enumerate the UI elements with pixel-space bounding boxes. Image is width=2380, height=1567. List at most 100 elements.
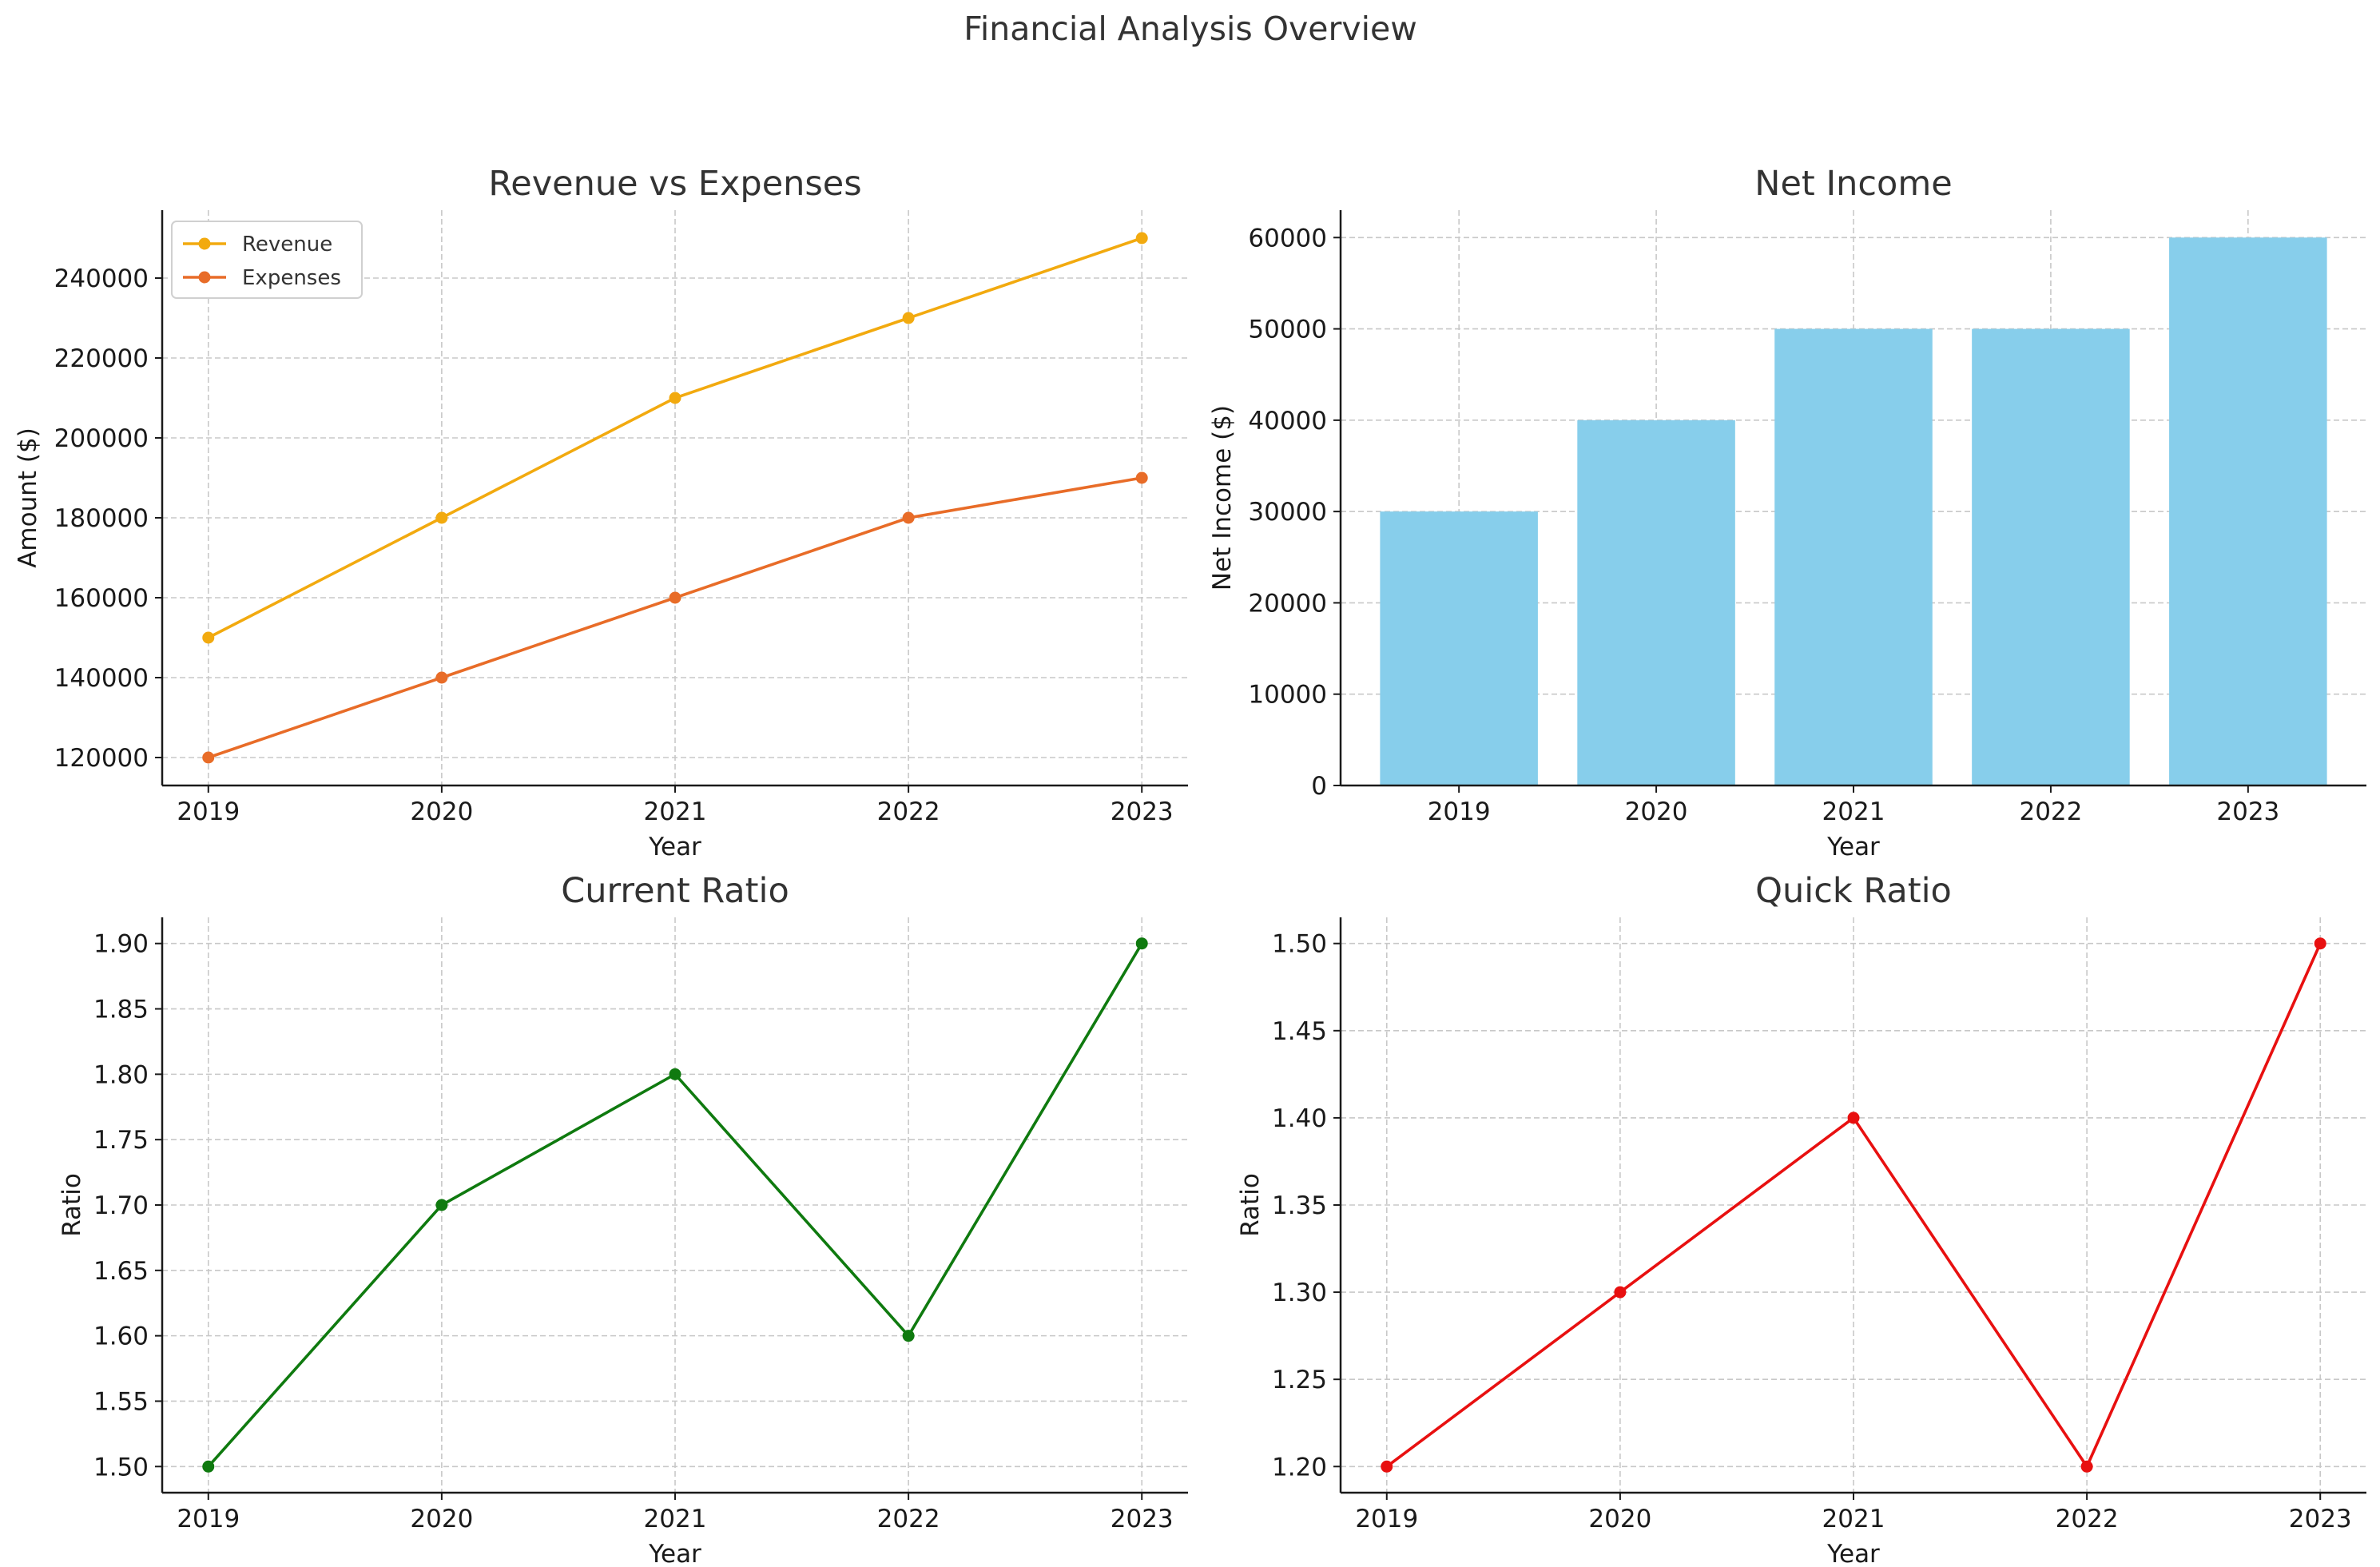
quick-ratio-xtick-label: 2019 <box>1355 1505 1418 1533</box>
net-income-xlabel: Year <box>1826 833 1880 861</box>
quick-ratio-ytick-label: 1.45 <box>1272 1017 1327 1046</box>
current-ratio-panel: 1.50 1.55 1.60 1.65 1.70 1.75 1.80 1.85 1.90 2019… <box>58 871 1188 1567</box>
quick-ratio-xtick-label: 2022 <box>2056 1505 2119 1533</box>
revenue-vs-expenses-xlabel: Year <box>648 833 701 861</box>
net-income-ylabel: Net Income ($) <box>1208 405 1237 591</box>
current-ratio-ylabel: Ratio <box>58 1173 86 1237</box>
revenue-vs-expenses-legend-label: Revenue <box>242 233 332 257</box>
current-ratio-xtick-label: 2019 <box>177 1505 240 1533</box>
quick-ratio-ytick-label: 1.25 <box>1272 1366 1327 1394</box>
revenue-vs-expenses-point-0-2020 <box>435 511 448 524</box>
current-ratio-ytick-label: 1.90 <box>93 930 149 959</box>
quick-ratio-xtick-label: 2020 <box>1588 1505 1651 1533</box>
current-ratio-point-0-2021 <box>669 1068 681 1080</box>
current-ratio-ytick-label: 1.70 <box>93 1191 149 1220</box>
net-income-ytick-label: 20000 <box>1248 589 1327 618</box>
current-ratio-ytick-label: 1.60 <box>93 1322 149 1351</box>
quick-ratio-point-0-2019 <box>1381 1460 1393 1473</box>
net-income-xtick-label: 2020 <box>1625 797 1688 826</box>
revenue-vs-expenses-point-0-2019 <box>202 631 215 644</box>
net-income-ytick-label: 50000 <box>1248 316 1327 344</box>
current-ratio-xtick-label: 2021 <box>644 1505 707 1533</box>
quick-ratio-point-0-2020 <box>1614 1286 1627 1299</box>
revenue-vs-expenses-legend-swatch-marker-1 <box>198 271 211 284</box>
net-income-ytick-label: 0 <box>1311 772 1327 801</box>
revenue-vs-expenses-xtick-label: 2021 <box>644 797 707 826</box>
revenue-vs-expenses-point-1-2019 <box>202 751 215 764</box>
current-ratio-ytick-label: 1.55 <box>93 1387 149 1416</box>
current-ratio-xtick-label: 2020 <box>410 1505 473 1533</box>
revenue-vs-expenses-point-1-2022 <box>902 511 915 524</box>
revenue-vs-expenses-xtick-label: 2023 <box>1111 797 1174 826</box>
quick-ratio-point-0-2023 <box>2314 937 2326 950</box>
net-income-xtick-label: 2022 <box>2019 797 2082 826</box>
revenue-vs-expenses-ylabel: Amount ($) <box>14 428 42 568</box>
net-income-xtick-label: 2021 <box>1822 797 1885 826</box>
quick-ratio-title: Quick Ratio <box>1755 871 1952 911</box>
chart-panels: 1200001400001600001800002000002200002400… <box>14 164 2366 1567</box>
revenue-vs-expenses-point-1-2020 <box>435 671 448 684</box>
net-income-ytick-label: 40000 <box>1248 407 1327 435</box>
net-income-ytick-label: 10000 <box>1248 681 1327 710</box>
revenue-vs-expenses-point-0-2023 <box>1135 232 1148 245</box>
quick-ratio-ytick-label: 1.30 <box>1272 1279 1327 1307</box>
current-ratio-title: Current Ratio <box>561 871 789 911</box>
quick-ratio-xtick-label: 2021 <box>1822 1505 1885 1533</box>
revenue-vs-expenses-ytick-label: 180000 <box>54 504 149 533</box>
revenue-vs-expenses-point-0-2022 <box>902 312 915 324</box>
current-ratio-ytick-label: 1.50 <box>93 1453 149 1481</box>
quick-ratio-ytick-label: 1.35 <box>1272 1191 1327 1220</box>
net-income-xtick-label: 2023 <box>2216 797 2279 826</box>
current-ratio-ytick-label: 1.80 <box>93 1060 149 1089</box>
revenue-vs-expenses-ytick-label: 160000 <box>54 584 149 613</box>
quick-ratio-ytick-label: 1.40 <box>1272 1104 1327 1133</box>
quick-ratio-ytick-label: 1.50 <box>1272 930 1327 959</box>
net-income-ytick-label: 30000 <box>1248 498 1327 527</box>
revenue-vs-expenses-ytick-label: 220000 <box>54 344 149 373</box>
net-income-bar-2019 <box>1380 511 1538 785</box>
net-income-panel: 0 10000 20000 30000 40000 50000 60000 2019 2020 2… <box>1208 164 2366 861</box>
net-income-xtick-label: 2019 <box>1428 797 1491 826</box>
revenue-vs-expenses-point-1-2023 <box>1135 471 1148 484</box>
revenue-vs-expenses-panel: 120000 140000 160000 180000 200000 220000 2400… <box>14 164 1188 861</box>
net-income-bar-2021 <box>1774 328 1933 786</box>
quick-ratio-xtick-label: 2023 <box>2289 1505 2352 1533</box>
quick-ratio-ylabel: Ratio <box>1236 1173 1265 1237</box>
current-ratio-xtick-label: 2023 <box>1111 1505 1174 1533</box>
net-income-bar-2023 <box>2169 237 2327 785</box>
net-income-ytick-label: 60000 <box>1248 224 1327 253</box>
net-income-bar-2022 <box>1972 328 2130 786</box>
net-income-title: Net Income <box>1754 164 1952 204</box>
current-ratio-point-0-2022 <box>902 1330 915 1342</box>
revenue-vs-expenses-legend-box <box>171 221 363 299</box>
quick-ratio-point-0-2022 <box>2080 1460 2093 1473</box>
current-ratio-point-0-2019 <box>202 1460 215 1473</box>
revenue-vs-expenses-xtick-label: 2020 <box>410 797 473 826</box>
quick-ratio-point-0-2021 <box>1847 1112 1860 1124</box>
revenue-vs-expenses-ytick-label: 240000 <box>54 264 149 293</box>
net-income-bar-2020 <box>1577 420 1735 785</box>
quick-ratio-ytick-label: 1.20 <box>1272 1453 1327 1481</box>
current-ratio-point-0-2023 <box>1135 937 1148 950</box>
revenue-vs-expenses-legend-label: Expenses <box>242 266 341 290</box>
current-ratio-point-0-2020 <box>435 1199 448 1211</box>
quick-ratio-xlabel: Year <box>1826 1540 1880 1567</box>
current-ratio-xtick-label: 2022 <box>877 1505 940 1533</box>
revenue-vs-expenses-xtick-label: 2022 <box>877 797 940 826</box>
revenue-vs-expenses-point-0-2021 <box>669 392 681 404</box>
revenue-vs-expenses-ytick-label: 140000 <box>54 664 149 693</box>
current-ratio-ytick-label: 1.75 <box>93 1126 149 1155</box>
current-ratio-ytick-label: 1.85 <box>93 996 149 1024</box>
current-ratio-ytick-label: 1.65 <box>93 1257 149 1286</box>
revenue-vs-expenses-xtick-label: 2019 <box>177 797 240 826</box>
revenue-vs-expenses-title: Revenue vs Expenses <box>488 164 861 204</box>
revenue-vs-expenses-point-1-2021 <box>669 591 681 604</box>
figure-title: Financial Analysis Overview <box>964 10 1417 48</box>
revenue-vs-expenses-legend: Revenue Expenses <box>171 221 363 299</box>
quick-ratio-panel: 1.20 1.25 1.30 1.35 1.40 1.45 1.50 2019 2020 2021… <box>1236 871 2366 1567</box>
revenue-vs-expenses-ytick-label: 120000 <box>54 744 149 773</box>
revenue-vs-expenses-ytick-label: 200000 <box>54 424 149 453</box>
current-ratio-xlabel: Year <box>648 1540 701 1567</box>
revenue-vs-expenses-legend-swatch-marker-0 <box>198 237 211 250</box>
